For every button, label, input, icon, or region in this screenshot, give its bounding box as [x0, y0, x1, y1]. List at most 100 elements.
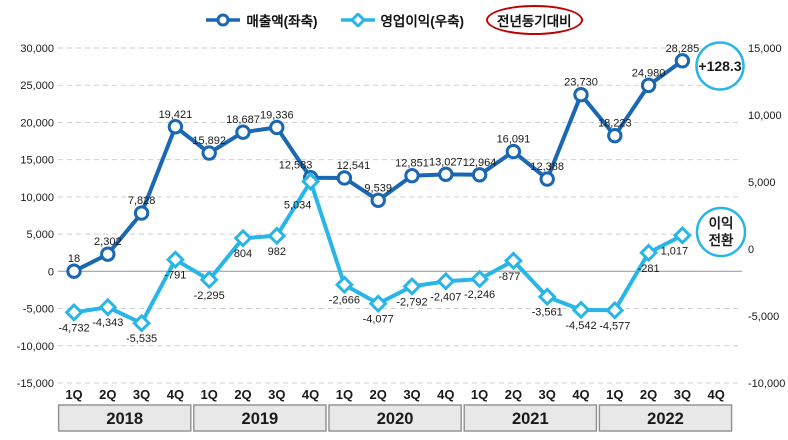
revenue-value-label: 12,851: [395, 158, 429, 170]
x-axis-quarter-label: 2Q: [370, 387, 387, 402]
revenue-point: [336, 170, 353, 186]
year-box: [598, 404, 733, 432]
profit-point: [199, 270, 219, 290]
profit-point: [470, 269, 490, 289]
revenue-value-label: 18,223: [598, 118, 632, 130]
profit-value-label: 804: [234, 248, 252, 260]
right-axis-tick: -10,000: [748, 378, 785, 390]
left-axis-tick: 5,000: [26, 229, 54, 241]
legend: 매출액(좌축) 영업이익(우축) 전년동기대비: [0, 5, 788, 35]
revenue-value-label: 16,091: [497, 134, 531, 146]
x-axis-quarter-label: 3Q: [133, 387, 150, 402]
revenue-value-label: 12,541: [337, 160, 371, 172]
revenue-value-label: 19,336: [260, 109, 294, 121]
left-axis-tick: 15,000: [20, 155, 54, 167]
revenue-value-label: 18: [68, 253, 80, 265]
revenue-point: [235, 124, 251, 140]
profit-value-label: -2,295: [194, 290, 225, 302]
year-box: [57, 404, 192, 432]
revenue-point: [674, 53, 691, 69]
revenue-point: [167, 119, 184, 135]
left-axis-tick: -5,000: [23, 304, 54, 316]
profit-point: [639, 243, 659, 263]
profit-value-label: -4,577: [599, 320, 630, 332]
profit-value-label: 1,017: [661, 245, 689, 257]
profit-point: [98, 297, 118, 317]
profit-point: [132, 313, 152, 333]
year-box: [328, 404, 462, 432]
x-axis-quarter-label: 1Q: [471, 387, 488, 402]
right-axis-tick: -5,000: [748, 311, 779, 323]
profit-point: [233, 228, 253, 248]
legend-label-revenue: 매출액(좌축): [246, 14, 318, 29]
profit-point: [537, 287, 557, 307]
profit-value-label: -4,732: [58, 322, 89, 334]
profit-point: [64, 302, 84, 322]
x-axis-quarter-label: 4Q: [572, 387, 589, 402]
profit-value-label: -791: [164, 270, 186, 282]
profit-turnaround-badge: [695, 206, 747, 258]
profit-point: [267, 226, 287, 246]
revenue-point: [201, 145, 217, 161]
profit-value-label: -877: [498, 271, 520, 283]
left-axis-tick: 0: [48, 266, 54, 278]
legend-item-revenue: 매출액(좌축): [205, 10, 318, 30]
right-axis-tick: 5,000: [748, 177, 776, 189]
x-axis-quarter-label: 2Q: [640, 387, 657, 402]
profit-value-label: -3,561: [532, 307, 563, 319]
profit-value-label: -5,535: [126, 333, 157, 345]
x-axis-quarter-label: 2Q: [234, 387, 251, 402]
revenue-value-label: 12,388: [530, 161, 564, 173]
right-axis-tick: 10,000: [748, 110, 782, 122]
left-axis-tick: 10,000: [20, 192, 54, 204]
revenue-value-label: 28,285: [666, 43, 700, 55]
x-axis-quarter-label: 3Q: [403, 387, 420, 402]
right-axis-tick: 0: [748, 244, 754, 256]
revenue-value-label: 15,892: [192, 135, 226, 147]
revenue-point: [607, 127, 623, 144]
left-axis-tick: -10,000: [17, 341, 54, 353]
revenue-point: [404, 167, 420, 184]
left-axis-tick: 30,000: [20, 43, 54, 55]
x-axis-quarter-label: 3Q: [268, 387, 285, 402]
revenue-value-label: 18,687: [226, 114, 260, 126]
x-axis-quarter-label: 4Q: [437, 387, 454, 402]
profit-point: [334, 275, 354, 295]
revenue-point: [539, 171, 555, 187]
profit-point: [402, 276, 422, 296]
year-label: 2020: [377, 410, 414, 428]
left-axis-tick: -15,000: [17, 378, 54, 390]
revenue-value-label: 12,583: [279, 160, 313, 172]
x-axis-quarter-label: 4Q: [708, 387, 725, 402]
year-label: 2018: [106, 410, 143, 428]
revenue-value-label: 13,027: [429, 156, 463, 168]
year-box: [463, 404, 598, 432]
left-axis-tick: 25,000: [20, 80, 54, 92]
right-axis-tick: 15,000: [748, 43, 782, 55]
yoy-growth-badge: [695, 41, 745, 91]
legend-item-profit: 영업이익(우축): [340, 10, 464, 30]
year-box: [193, 404, 327, 432]
profit-line-diamond-marker-icon: [340, 13, 375, 27]
profit-point: [165, 250, 185, 270]
revenue-line-circle-marker-icon: [206, 13, 241, 27]
revenue-value-label: 7,828: [128, 195, 156, 207]
x-axis-quarter-label: 2Q: [99, 387, 116, 402]
profit-value-label: 5,034: [284, 200, 312, 212]
profit-value-label: -4,077: [363, 314, 394, 326]
profit-point: [503, 251, 523, 271]
revenue-point: [269, 119, 285, 136]
profit-value-label: -4,343: [92, 317, 123, 329]
revenue-line: [72, 58, 685, 274]
revenue-point: [66, 263, 82, 279]
revenue-value-label: 12,964: [463, 157, 497, 169]
x-axis-quarter-label: 2Q: [505, 387, 522, 402]
profit-value-label: -2,407: [430, 291, 461, 303]
revenue-point: [438, 166, 454, 183]
revenue-point: [100, 246, 116, 262]
revenue-value-label: 19,421: [159, 109, 193, 121]
profit-value-label: -4,542: [565, 320, 596, 332]
profit-value-label: 982: [268, 246, 286, 258]
x-axis-quarter-label: 3Q: [539, 387, 556, 402]
